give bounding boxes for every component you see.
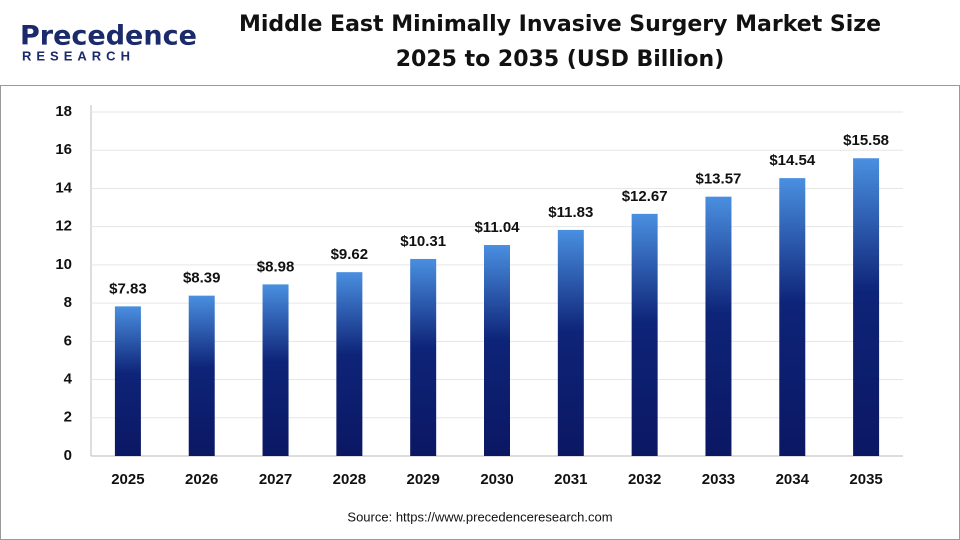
x-tick-label: 2029	[406, 471, 439, 488]
y-tick-label: 14	[55, 179, 72, 196]
logo-tagline: RESEARCH	[22, 48, 135, 63]
value-label: $14.54	[769, 152, 816, 169]
bar	[557, 229, 584, 456]
y-tick-label: 4	[64, 371, 73, 388]
bar	[188, 295, 215, 456]
y-tick-label: 12	[55, 218, 72, 235]
x-tick-label: 2027	[259, 471, 292, 488]
bar	[484, 245, 510, 456]
bar	[631, 213, 658, 456]
x-tick-label: 2030	[480, 471, 513, 488]
y-tick-label: 10	[55, 256, 72, 273]
y-tick-label: 6	[64, 332, 72, 349]
value-label: $7.83	[109, 280, 147, 297]
y-tick-label: 18	[55, 103, 72, 120]
value-label: $8.98	[257, 258, 295, 275]
bar	[853, 158, 880, 456]
bar	[779, 178, 806, 456]
x-tick-label: 2032	[628, 471, 661, 488]
value-label: $10.31	[400, 233, 446, 250]
x-tick-label: 2033	[702, 471, 735, 488]
logo-name: Precedence	[20, 21, 197, 52]
chart-subtitle: 2025 to 2035 (USD Billion)	[396, 47, 725, 72]
bar	[410, 258, 437, 456]
value-label: $15.58	[843, 132, 889, 149]
value-label: $12.67	[622, 188, 668, 205]
bar	[262, 284, 289, 456]
x-tick-label: 2028	[333, 471, 366, 488]
source: Source: https://www.precedenceresearch.c…	[347, 509, 612, 524]
x-tick-label: 2034	[776, 471, 810, 488]
value-label: $8.39	[183, 270, 221, 287]
y-tick-label: 8	[64, 294, 72, 311]
x-tick-label: 2031	[554, 471, 587, 488]
value-label: $11.04	[474, 219, 520, 236]
bar	[336, 272, 363, 456]
x-tick-label: 2026	[185, 471, 218, 488]
y-tick-label: 2	[64, 409, 72, 426]
bar	[705, 196, 732, 456]
x-tick-label: 2035	[849, 471, 882, 488]
chart-title: Middle East Minimally Invasive Surgery M…	[239, 12, 881, 37]
x-tick-label: 2025	[111, 471, 144, 488]
value-label: $11.83	[548, 204, 593, 221]
bar	[114, 306, 141, 456]
value-label: $9.62	[331, 246, 369, 263]
value-label: $13.57	[696, 171, 742, 188]
y-tick-label: 16	[55, 141, 72, 158]
y-tick-label: 0	[64, 447, 72, 464]
